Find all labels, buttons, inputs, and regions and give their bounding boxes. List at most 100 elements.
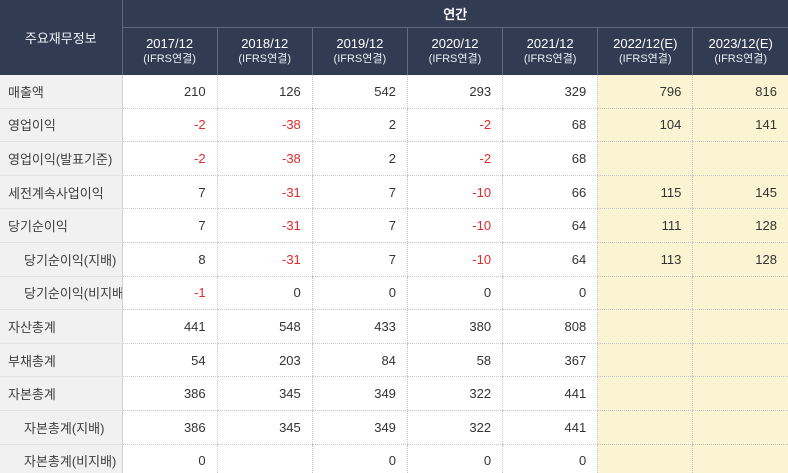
table-header: 주요재무정보 연간 2017/12 (IFRS연결) 2018/12 (IFRS… bbox=[0, 0, 788, 75]
table-row: 당기순이익 7 -31 7 -10 64 111 128 bbox=[0, 208, 788, 243]
value-cell: -10 bbox=[406, 175, 503, 210]
value-cell: 322 bbox=[406, 410, 503, 445]
value-cell: 329 bbox=[502, 75, 598, 109]
row-label: 세전계속사업이익 bbox=[0, 175, 123, 210]
value-cell bbox=[692, 444, 788, 473]
value-cell: -10 bbox=[406, 208, 503, 243]
value-cell: 367 bbox=[502, 343, 598, 378]
value-cell: 441 bbox=[502, 376, 598, 411]
value-cell: 7 bbox=[311, 208, 408, 243]
value-cell: -31 bbox=[216, 208, 313, 243]
value-cell: 64 bbox=[502, 208, 598, 243]
column-standard: (IFRS연결) bbox=[618, 53, 672, 66]
column-header-2019: 2019/12 (IFRS연결) bbox=[311, 27, 408, 75]
value-cell: 54 bbox=[122, 343, 218, 378]
row-label: 당기순이익 bbox=[0, 208, 123, 243]
value-cell bbox=[692, 376, 788, 411]
value-cell: 433 bbox=[311, 309, 408, 344]
value-cell: 0 bbox=[502, 276, 598, 311]
value-cell: 68 bbox=[502, 141, 598, 176]
column-header-2018: 2018/12 (IFRS연결) bbox=[216, 27, 313, 75]
table-row: 자산총계 441 548 433 380 808 bbox=[0, 309, 788, 344]
value-cell: 2 bbox=[311, 108, 408, 143]
value-cell: 7 bbox=[122, 208, 218, 243]
value-cell: 345 bbox=[216, 376, 313, 411]
value-cell: 2 bbox=[311, 141, 408, 176]
value-cell: 128 bbox=[692, 208, 788, 243]
value-cell: -38 bbox=[216, 108, 313, 143]
column-standard: (IFRS연결) bbox=[333, 53, 387, 66]
value-cell: 322 bbox=[406, 376, 503, 411]
value-cell: 349 bbox=[311, 410, 408, 445]
table-row: 당기순이익(지배) 8 -31 7 -10 64 113 128 bbox=[0, 242, 788, 277]
value-cell: -2 bbox=[122, 108, 218, 143]
value-cell: -2 bbox=[406, 141, 503, 176]
value-cell bbox=[597, 276, 693, 311]
value-cell: 111 bbox=[597, 208, 693, 243]
column-header-2017: 2017/12 (IFRS연결) bbox=[121, 27, 218, 75]
value-cell: 7 bbox=[311, 242, 408, 277]
value-cell: 441 bbox=[502, 410, 598, 445]
value-cell: 808 bbox=[502, 309, 598, 344]
value-cell: 145 bbox=[692, 175, 788, 210]
column-year: 2021/12 bbox=[526, 36, 574, 52]
value-cell: -2 bbox=[406, 108, 503, 143]
table-row: 매출액 210 126 542 293 329 796 816 bbox=[0, 75, 788, 109]
column-year: 2018/12 bbox=[241, 36, 289, 52]
table-row: 자본총계(지배) 386 345 349 322 441 bbox=[0, 410, 788, 445]
value-cell bbox=[216, 444, 313, 473]
value-cell: -31 bbox=[216, 242, 313, 277]
value-cell: -38 bbox=[216, 141, 313, 176]
column-header-2023-estimate: 2023/12(E) (IFRS연결) bbox=[692, 27, 788, 75]
column-standard: (IFRS연결) bbox=[238, 53, 292, 66]
value-cell: 210 bbox=[122, 75, 218, 109]
value-cell bbox=[692, 276, 788, 311]
value-cell: 141 bbox=[692, 108, 788, 143]
value-cell: 0 bbox=[311, 276, 408, 311]
row-label: 자본총계(비지배) bbox=[0, 444, 123, 473]
table-row: 영업이익 -2 -38 2 -2 68 104 141 bbox=[0, 108, 788, 143]
value-cell: 441 bbox=[122, 309, 218, 344]
value-cell: 58 bbox=[406, 343, 503, 378]
value-cell bbox=[692, 141, 788, 176]
column-header-2020: 2020/12 (IFRS연결) bbox=[406, 27, 503, 75]
row-label: 당기순이익(지배) bbox=[0, 242, 123, 277]
value-cell: 796 bbox=[597, 75, 693, 109]
column-standard: (IFRS연결) bbox=[523, 53, 577, 66]
value-cell: 64 bbox=[502, 242, 598, 277]
value-cell bbox=[597, 309, 693, 344]
row-label: 자산총계 bbox=[0, 309, 123, 344]
value-cell: 548 bbox=[216, 309, 313, 344]
column-year: 2023/12(E) bbox=[708, 36, 773, 52]
column-standard: (IFRS연결) bbox=[714, 53, 767, 66]
row-label: 자본총계 bbox=[0, 376, 123, 411]
value-cell: 386 bbox=[122, 376, 218, 411]
value-cell: 104 bbox=[597, 108, 693, 143]
value-cell: 203 bbox=[216, 343, 313, 378]
value-cell: 113 bbox=[597, 242, 693, 277]
value-cell bbox=[597, 343, 693, 378]
financial-table-body: 매출액 210 126 542 293 329 796 816 영업이익 -2 -38 2 -2 6… bbox=[0, 75, 788, 473]
row-label: 영업이익 bbox=[0, 108, 123, 143]
value-cell bbox=[597, 141, 693, 176]
value-cell: 0 bbox=[122, 444, 218, 473]
column-year: 2019/12 bbox=[336, 36, 384, 52]
value-cell: 349 bbox=[311, 376, 408, 411]
value-cell: 68 bbox=[502, 108, 598, 143]
value-cell: -1 bbox=[122, 276, 218, 311]
row-label: 매출액 bbox=[0, 75, 123, 109]
value-cell: 7 bbox=[311, 175, 408, 210]
table-row: 영업이익(발표기준) -2 -38 2 -2 68 bbox=[0, 141, 788, 176]
value-cell: 84 bbox=[311, 343, 408, 378]
value-cell bbox=[597, 376, 693, 411]
column-year: 2017/12 bbox=[146, 36, 194, 52]
column-year: 2020/12 bbox=[431, 36, 479, 52]
period-group-header: 연간 bbox=[122, 0, 788, 28]
value-cell: 128 bbox=[692, 242, 788, 277]
value-cell: 816 bbox=[692, 75, 788, 109]
value-cell: 345 bbox=[216, 410, 313, 445]
column-year: 2022/12(E) bbox=[613, 36, 678, 52]
